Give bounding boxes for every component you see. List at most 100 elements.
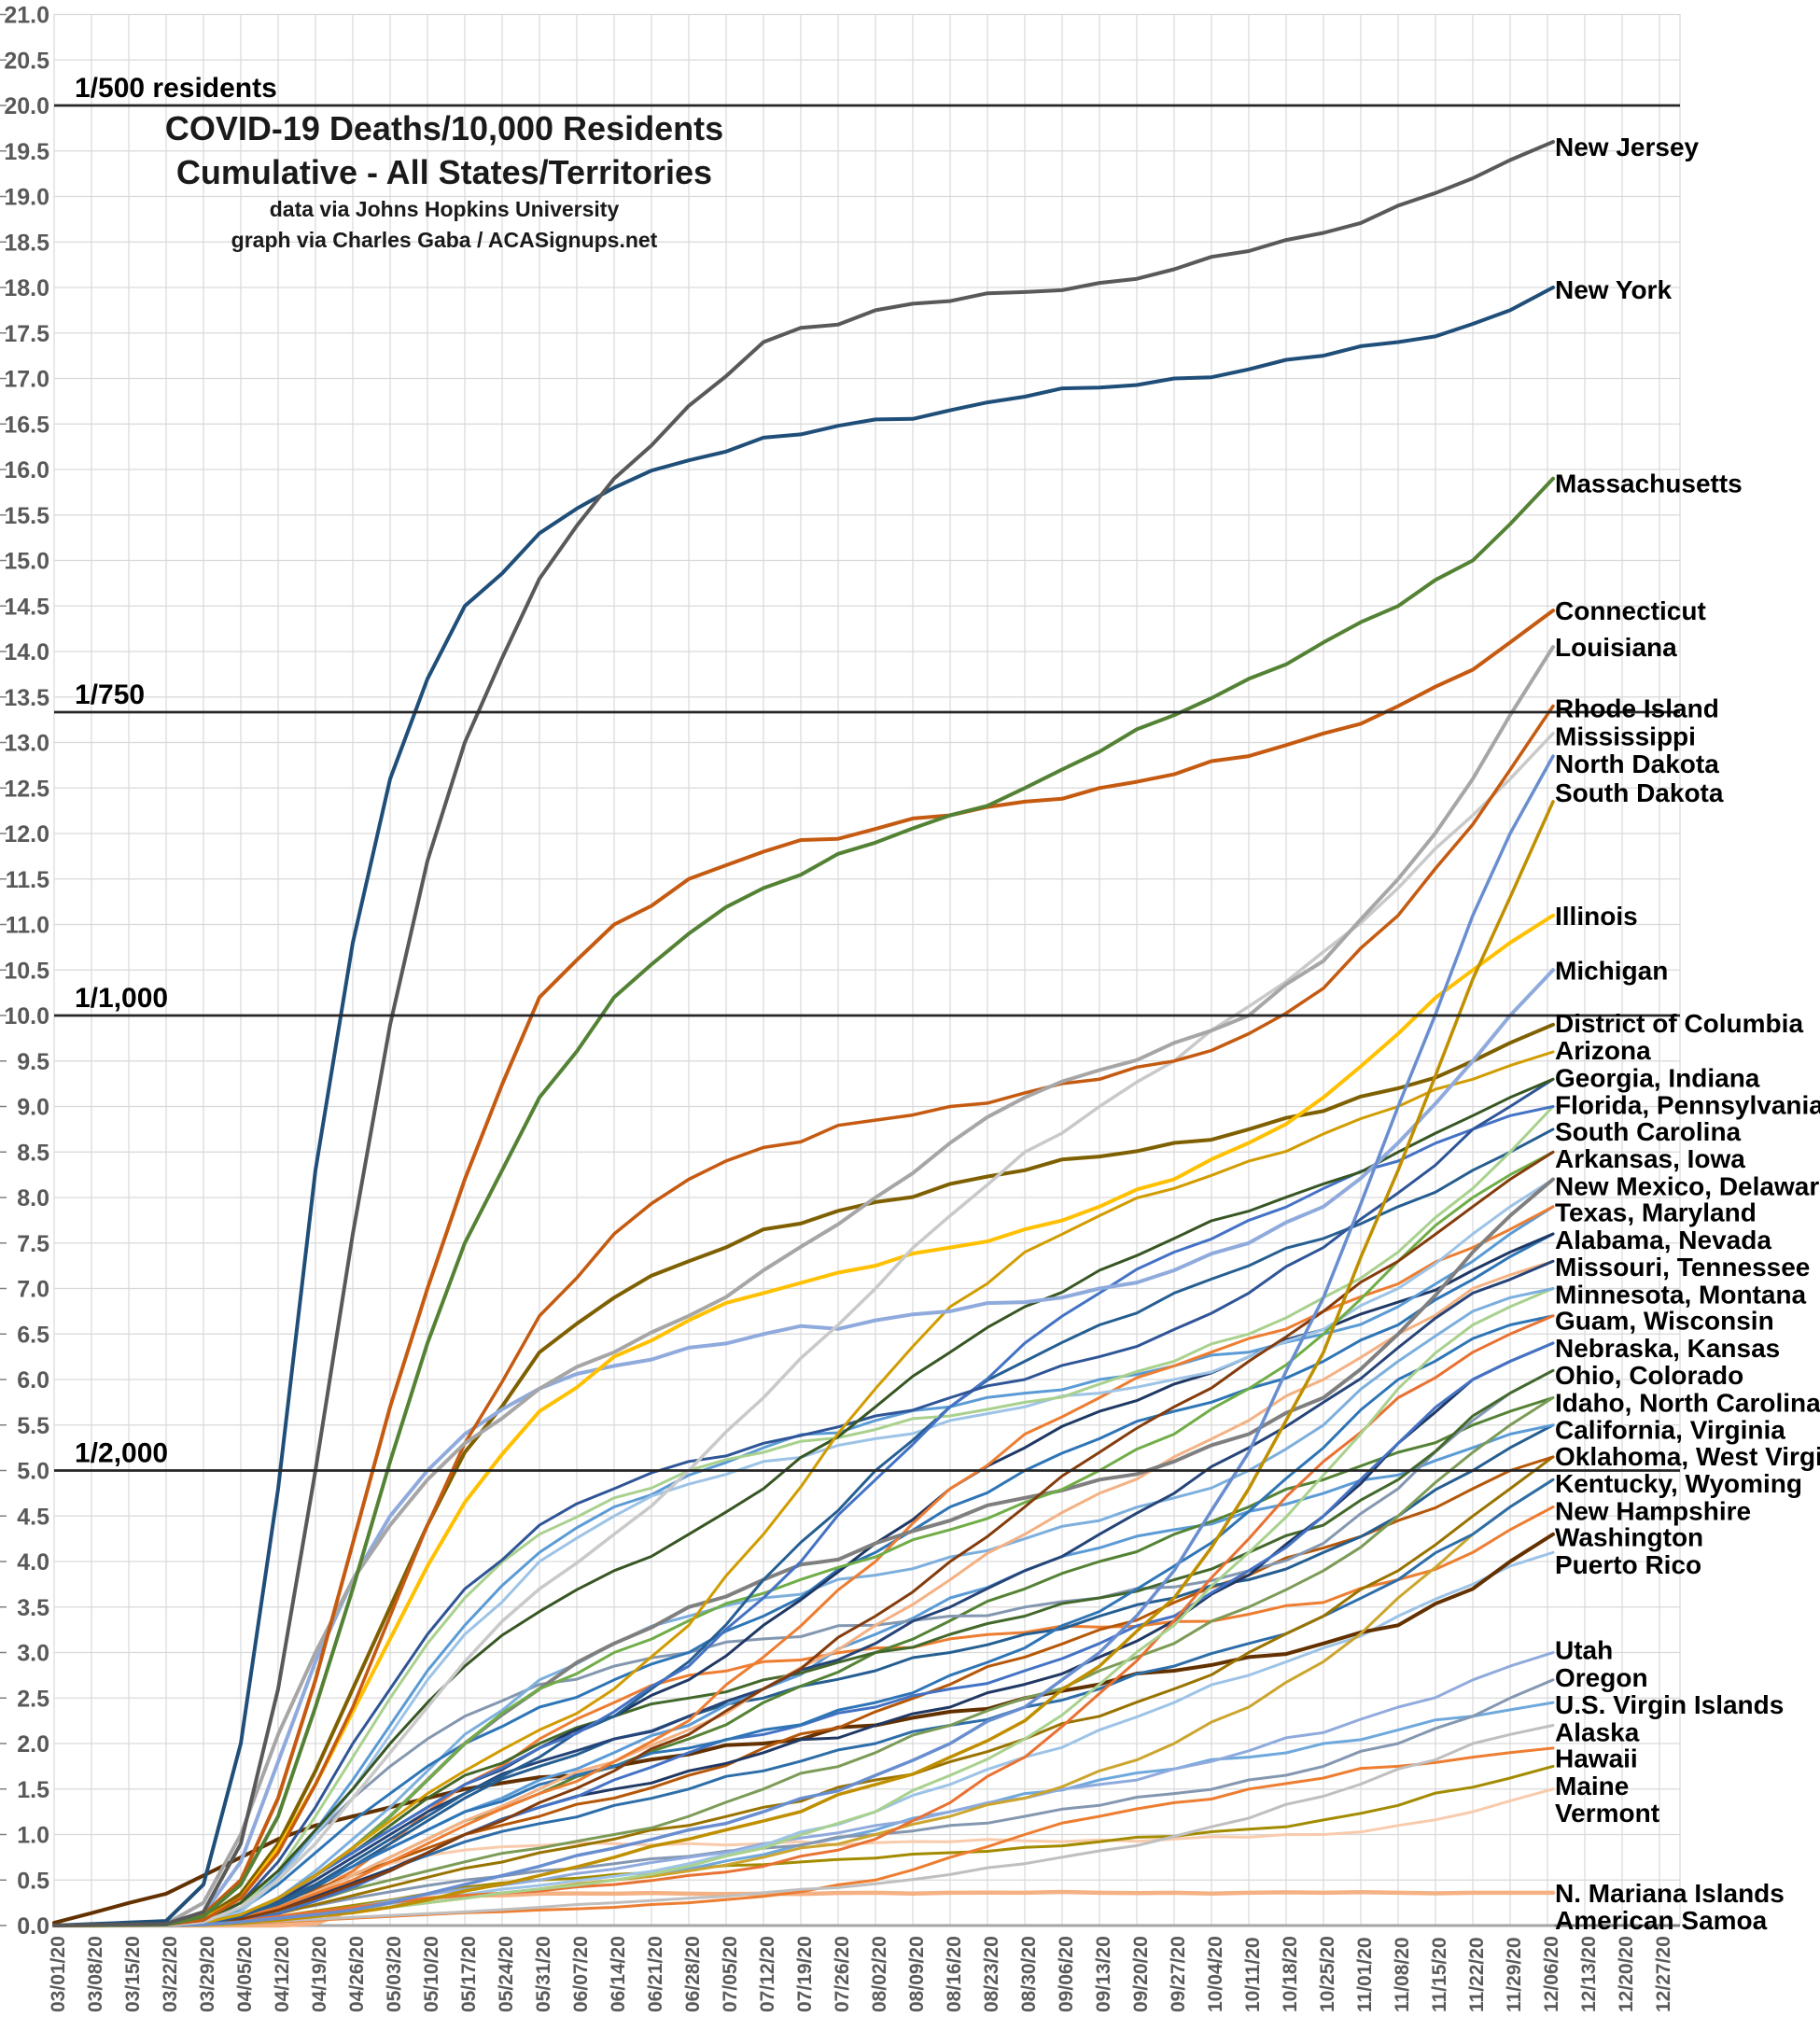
y-tick-label: 12.5 [4,776,49,802]
series-line-new-jersey [52,140,1555,1927]
end-label-texas-maryland: Texas, Maryland [1555,1198,1757,1227]
series-line-new-york [52,286,1555,1927]
y-tick-label: 15.5 [4,503,49,529]
x-tick-label: 04/19/20 [309,1936,330,2012]
y-tick-label: 13.5 [4,685,49,711]
end-label-district-of-columbia: District of Columbia [1555,1009,1803,1038]
y-tick-label: 19.5 [4,139,49,165]
series-line-georgia [52,1077,1555,1927]
y-tick-label: 7.5 [17,1231,49,1257]
series-line-south-dakota [52,800,1555,1927]
end-label-mississippi: Mississippi [1555,722,1696,751]
x-tick-label: 03/01/20 [48,1936,69,2012]
end-label-minnesota-montana: Minnesota, Montana [1555,1280,1807,1309]
end-label-american-samoa: American Samoa [1555,1906,1768,1935]
end-label-illinois: Illinois [1555,902,1638,931]
y-tick-label: 20.0 [4,93,49,119]
x-tick-label: 07/05/20 [720,1936,741,2012]
x-tick-label: 10/18/20 [1280,1936,1301,2012]
end-label-georgia-indiana: Georgia, Indiana [1555,1063,1760,1092]
end-label-new-hampshire: New Hampshire [1555,1496,1751,1525]
end-label-california-virginia: California, Virginia [1555,1416,1785,1445]
y-tick-label: 20.5 [4,48,49,74]
y-tick-label: 2.5 [17,1686,49,1712]
x-tick-label: 10/11/20 [1242,1937,1264,2012]
end-label-ohio-colorado: Ohio, Colorado [1555,1361,1743,1390]
gridlines [53,13,1681,1926]
chart-title-line2: Cumulative - All States/Territories [175,153,713,191]
end-label-arkansas-iowa: Arkansas, Iowa [1555,1144,1745,1173]
y-tick-label: 2.0 [17,1731,49,1758]
end-label-missouri-tennessee: Missouri, Tennessee [1555,1253,1810,1282]
end-label-washington: Washington [1555,1523,1703,1552]
x-tick-label: 07/26/20 [832,1936,853,2012]
end-label-kentucky-wyoming: Kentucky, Wyoming [1555,1469,1802,1498]
x-tick-label: 03/08/20 [85,1936,106,2012]
end-label-michigan: Michigan [1555,956,1668,985]
x-tick-label: 11/01/20 [1354,1937,1376,2012]
x-tick-label: 11/15/20 [1429,1937,1450,2012]
x-tick-label: 09/27/20 [1168,1936,1189,2012]
y-tick-label: 18.5 [4,230,49,256]
y-tick-label: 9.5 [17,1049,49,1075]
end-label-alabama-nevada: Alabama, Nevada [1555,1226,1771,1254]
series-lines [51,140,1556,1928]
end-label-n-mariana-islands: N. Mariana Islands [1555,1879,1785,1908]
series-line-massachusetts [52,476,1555,1927]
x-tick-label: 03/29/20 [197,1936,218,2012]
y-tick-label: 8.0 [17,1185,49,1212]
reference-label-1-750: 1/750 [75,679,145,710]
y-tick-label: 5.0 [17,1459,49,1485]
y-tick-label: 15.0 [4,549,49,575]
end-label-oregon: Oregon [1555,1663,1648,1692]
y-tick-label: 11.0 [6,913,49,939]
x-tick-label: 11/22/20 [1466,1937,1488,2012]
y-tick-label: 13.0 [4,731,49,757]
end-label-new-york: New York [1555,275,1672,304]
end-label-guam-wisconsin: Guam, Wisconsin [1555,1307,1774,1336]
x-tick-label: 04/05/20 [234,1936,256,2012]
end-label-south-carolina: South Carolina [1555,1117,1742,1146]
y-tick-label: 1.5 [17,1777,49,1803]
y-tick-label: 4.5 [17,1504,49,1530]
y-tick-label: 17.0 [4,367,49,393]
reference-label-1-500-residents: 1/500 residents [75,73,277,104]
end-label-louisiana: Louisiana [1555,633,1677,662]
y-tick-label: 6.0 [17,1367,49,1394]
x-axis-labels: 03/01/20 03/08/20 03/15/20 03/22/20 03/29/20… [48,1936,1674,2012]
x-tick-label: 05/10/20 [421,1936,442,2012]
series-line-arizona [52,1050,1555,1927]
series-line-connecticut [52,609,1555,1927]
y-tick-label: 8.5 [17,1140,49,1166]
x-tick-label: 12/06/20 [1541,1936,1562,2012]
x-tick-label: 10/25/20 [1317,1936,1338,2012]
end-label-arizona: Arizona [1555,1036,1651,1065]
y-tick-label: 17.5 [4,321,49,347]
end-label-nebraska-kansas: Nebraska, Kansas [1555,1334,1780,1363]
x-tick-label: 08/09/20 [906,1936,928,2012]
series-line-texas [52,1205,1555,1927]
series-line-nevada [52,1232,1555,1927]
state-labels: New Jersey New York Massachusetts Connectic… [1555,133,1820,1935]
x-tick-label: 11/08/20 [1392,1937,1413,2012]
end-label-hawaii: Hawaii [1555,1744,1638,1773]
end-label-florida-pennsylvania: Florida, Pennsylvania [1555,1091,1820,1120]
x-tick-label: 09/20/20 [1130,1936,1152,2012]
x-tick-label: 05/24/20 [496,1936,517,2012]
y-axis-labels: 0.0 0.5 1.0 1.5 2.0 2.5 3.0 3.5 4.0 4.5 5.0 5.5 6.0 6… [0,3,49,1940]
y-tick-label: 14.0 [4,639,49,665]
x-tick-label: 07/19/20 [794,1936,816,2012]
reference-lines: 1/500 residents 1/750 1/1,000 1/2,000 [54,73,1680,1472]
end-label-puerto-rico: Puerto Rico [1555,1550,1701,1579]
end-label-massachusetts: Massachusetts [1555,469,1743,498]
x-tick-label: 03/22/20 [160,1936,181,2012]
x-tick-label: 06/07/20 [570,1936,592,2012]
y-tick-label: 0.0 [17,1913,49,1940]
x-tick-label: 12/27/20 [1653,1936,1674,2012]
credit-data-source: data via Johns Hopkins University [269,197,620,221]
x-tick-label: 06/14/20 [608,1936,629,2012]
y-tick-label: 7.0 [17,1277,49,1303]
end-label-utah: Utah [1555,1636,1613,1665]
